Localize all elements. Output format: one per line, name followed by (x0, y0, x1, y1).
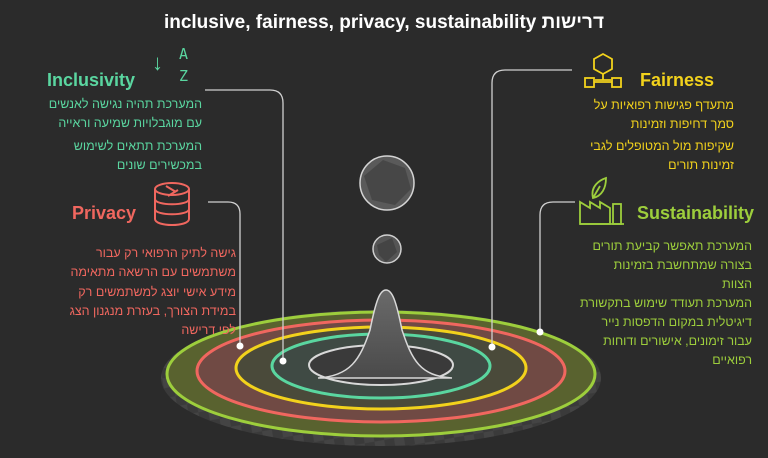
sustainability-heading: Sustainability (637, 203, 755, 223)
privacy-heading: Privacy (72, 203, 137, 223)
database-icon (154, 182, 190, 226)
connector-lines (205, 69, 575, 360)
sort-z-letter-icon: Z (179, 67, 189, 85)
connector-inclusivity (205, 89, 284, 360)
dot-sustainability (536, 328, 544, 336)
inclusivity-heading: Inclusivity (47, 70, 136, 90)
connector-privacy (208, 201, 241, 345)
network-cubes-icon (584, 52, 622, 88)
privacy-text-2: מידע אישי יוצג למשתמשים רק במידת הצורך, … (69, 285, 236, 337)
sort-down-arrow-icon: ↓ (152, 50, 163, 75)
fairness-heading: Fairness (640, 70, 715, 90)
dot-privacy (236, 342, 244, 350)
sustainability-text-2: המערכת תעודד שימוש בתקשורת דיגיטלית במקו… (580, 296, 752, 367)
connector-sustainability (539, 201, 575, 332)
dot-inclusivity (279, 357, 287, 365)
eco-factory-icon (579, 176, 624, 225)
dot-fairness (488, 343, 496, 351)
connector-fairness (491, 69, 572, 346)
page-title: inclusive, fairness, privacy, sustainabi… (163, 12, 605, 33)
sustainability-text-1: המערכת תאפשר קביעת תורים בצורה שמתחשבת ב… (592, 239, 752, 291)
privacy-text-1: גישה לתיק הרפואי רק עבור משתמשים עם הרשא… (70, 246, 236, 279)
inclusivity-text-2: המערכת תתאים לשימוש במכשירים שונים (73, 139, 202, 172)
sort-a-letter-icon: A (179, 45, 189, 63)
inclusivity-text-1: המערכת תהיה נגישה לאנשים עם מוגבלויות שמ… (48, 97, 202, 130)
bell-cone (317, 289, 453, 379)
fairness-text-1: מתעדף פגישות רפואיות על סמך דחיפות וזמינ… (593, 98, 734, 131)
fairness-text-2: שקיפות מול המטופלים לגבי זמינות תורים (590, 139, 734, 172)
